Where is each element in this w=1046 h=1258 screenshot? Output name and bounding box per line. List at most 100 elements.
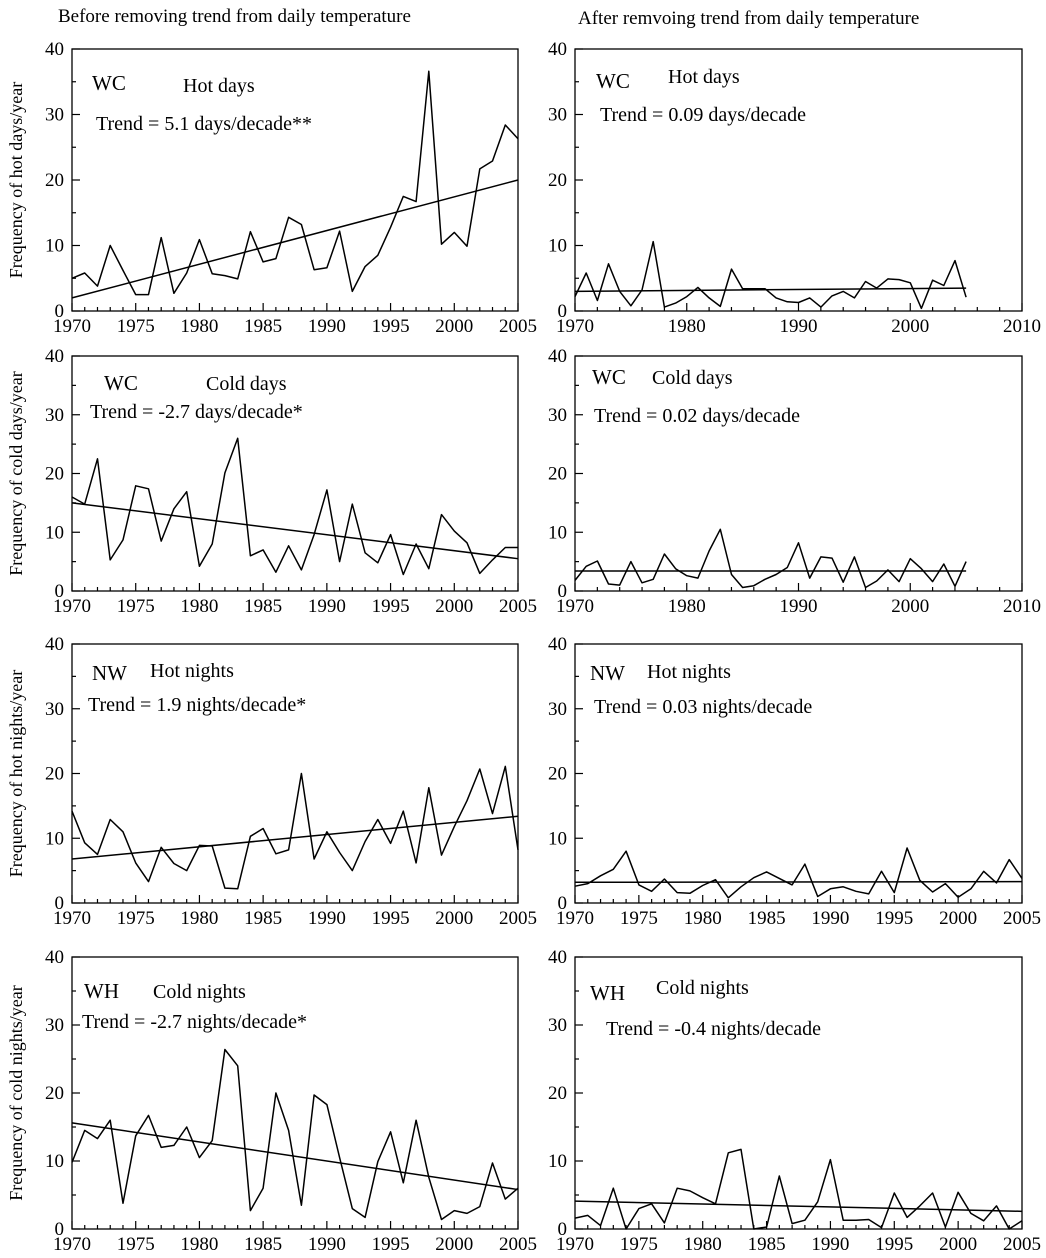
trend-annotation: Trend = -2.7 days/decade* — [90, 401, 303, 423]
y-tick-label: 40 — [45, 346, 64, 367]
right-column-header: After remvoing trend from daily temperat… — [578, 8, 919, 29]
chart-panel-2: 0 10 20 30 40 1970 1980 1990 2000 2010 WC Hot days T… — [548, 39, 1041, 337]
region-label: WC — [592, 365, 626, 389]
y-tick-label: 0 — [558, 1219, 568, 1240]
y-tick-label: 20 — [45, 764, 64, 785]
data-series-line — [71, 765, 519, 890]
y-tick-label: 40 — [548, 634, 567, 655]
y-tick-label: 40 — [548, 346, 567, 367]
region-label: NW — [92, 661, 127, 685]
x-tick-label: 1985 — [244, 1234, 282, 1255]
y-tick-label: 30 — [548, 405, 567, 426]
x-tick-label: 1985 — [748, 908, 786, 929]
x-tick-label: 2000 — [891, 596, 929, 617]
x-tick-label: 1985 — [244, 908, 282, 929]
x-tick-label: 1990 — [811, 1234, 849, 1255]
x-tick-label: 1980 — [668, 316, 706, 337]
panel-title: Hot nights — [647, 661, 731, 683]
x-tick-label: 2000 — [939, 1234, 977, 1255]
y-axis-label: Frequency of cold days/year — [6, 371, 26, 575]
trend-line — [71, 1122, 519, 1191]
x-tick-label: 1980 — [668, 596, 706, 617]
trend-line — [71, 502, 519, 560]
y-tick-label: 30 — [45, 699, 64, 720]
x-tick-label: 2005 — [1003, 1234, 1041, 1255]
data-series-line — [71, 70, 519, 296]
y-tick-label: 30 — [548, 105, 567, 126]
y-tick-label: 20 — [548, 464, 567, 485]
y-tick-label: 40 — [45, 39, 64, 60]
plot-frame — [574, 48, 1023, 312]
region-label: WH — [590, 981, 625, 1005]
x-tick-label: 1995 — [372, 316, 410, 337]
y-tick-label: 0 — [558, 581, 568, 602]
y-tick-label: 20 — [548, 170, 567, 191]
x-tick-label: 1970 — [53, 596, 91, 617]
chart-panel-3: 0 10 20 30 40 1970 1975 1980 1985 1990 1995 2000 200… — [6, 346, 537, 617]
y-tick-label: 40 — [548, 39, 567, 60]
y-tick-label: 20 — [548, 764, 567, 785]
chart-panel-7: 0 10 20 30 40 1970 1975 1980 1985 1990 1995 2000 200… — [6, 947, 537, 1255]
y-tick-label: 0 — [558, 893, 568, 914]
y-tick-label: 0 — [55, 1219, 65, 1240]
region-label: WC — [92, 71, 126, 95]
data-series-line — [71, 437, 518, 576]
y-axis-label: Frequency of cold nights/year — [6, 985, 26, 1200]
y-tick-label: 30 — [45, 1015, 64, 1036]
x-tick-label: 1995 — [372, 908, 410, 929]
y-tick-label: 10 — [548, 1151, 567, 1172]
plot-frame — [71, 48, 519, 312]
trend-line — [71, 179, 519, 299]
x-tick-label: 1975 — [117, 1234, 155, 1255]
x-tick-label: 1980 — [180, 908, 218, 929]
x-tick-label: 1980 — [180, 1234, 218, 1255]
x-tick-label: 1985 — [244, 316, 282, 337]
y-tick-label: 40 — [45, 947, 64, 968]
x-tick-label: 1980 — [180, 316, 218, 337]
x-tick-label: 1990 — [780, 316, 818, 337]
trend-annotation: Trend = 0.02 days/decade — [594, 405, 800, 427]
y-tick-label: 10 — [45, 522, 64, 543]
x-tick-label: 2005 — [1003, 908, 1041, 929]
trend-line — [574, 880, 1023, 884]
x-tick-label: 1990 — [811, 908, 849, 929]
panel-title: Cold days — [206, 373, 287, 395]
x-tick-label: 1990 — [308, 908, 346, 929]
x-tick-label: 1980 — [180, 596, 218, 617]
x-tick-label: 1990 — [780, 596, 818, 617]
plot-frame — [574, 956, 1023, 1230]
x-tick-label: 2005 — [499, 316, 537, 337]
y-tick-label: 10 — [45, 1151, 64, 1172]
panel-title: Hot days — [183, 75, 255, 97]
y-tick-label: 10 — [548, 236, 567, 257]
x-tick-label: 1975 — [620, 908, 658, 929]
x-tick-label: 1970 — [556, 316, 594, 337]
y-tick-label: 30 — [548, 699, 567, 720]
x-tick-label: 2000 — [435, 1234, 473, 1255]
x-tick-label: 1975 — [620, 1234, 658, 1255]
y-tick-label: 10 — [548, 828, 567, 849]
panel-title: Cold days — [652, 367, 733, 389]
x-tick-label: 1980 — [684, 1234, 722, 1255]
y-tick-label: 40 — [45, 634, 64, 655]
y-tick-label: 30 — [45, 105, 64, 126]
panel-title: Hot nights — [150, 660, 234, 682]
chart-panel-5: 0 10 20 30 40 1970 1975 1980 1985 1990 1995 2000 200… — [6, 634, 537, 929]
x-tick-label: 1995 — [372, 1234, 410, 1255]
x-tick-label: 2010 — [1003, 596, 1041, 617]
trend-annotation: Trend = 5.1 days/decade** — [96, 113, 312, 135]
plot-frame — [574, 355, 1023, 592]
y-tick-label: 20 — [45, 1083, 64, 1104]
trend-line — [71, 815, 519, 860]
y-tick-label: 30 — [548, 1015, 567, 1036]
data-series-line — [574, 1148, 1023, 1230]
y-tick-label: 10 — [548, 522, 567, 543]
chart-panel-6: 0 10 20 30 40 1970 1975 1980 1985 1990 1995 2000 200… — [548, 634, 1041, 929]
chart-panel-4: 0 10 20 30 40 1970 1980 1990 2000 2010 WC Cold days… — [548, 346, 1041, 617]
data-series-line — [574, 528, 967, 589]
y-tick-label: 10 — [45, 236, 64, 257]
x-tick-label: 1980 — [684, 908, 722, 929]
x-tick-label: 2000 — [891, 316, 929, 337]
chart-panel-8: 0 10 20 30 40 1970 1975 1980 1985 1990 1995 2000 200… — [548, 947, 1041, 1255]
